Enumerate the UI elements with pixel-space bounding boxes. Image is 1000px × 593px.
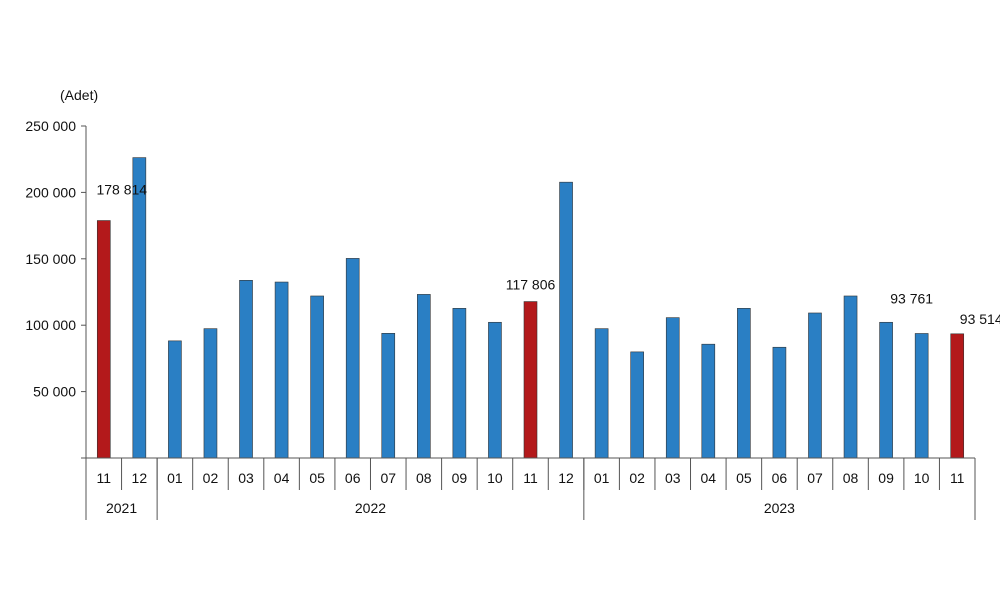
year-label: 2022: [355, 500, 386, 516]
x-axis: 11 12 01 02 03 04 05 06 07 08 09 10 11 12 01 02 03 04 05 06…: [85, 457, 976, 520]
bar: [417, 294, 431, 459]
year-label: 2021: [106, 500, 137, 516]
x-tick-label: 12: [132, 470, 148, 486]
bar: [737, 308, 751, 459]
bar: [630, 351, 644, 459]
data-label: 117 806: [506, 277, 556, 293]
x-tick-label: 10: [914, 470, 930, 486]
bar: [345, 258, 360, 459]
x-tick-label: 02: [629, 470, 645, 486]
y-tick-label: 150 000: [25, 251, 76, 267]
bar: [523, 301, 538, 459]
bar: [274, 281, 289, 459]
x-tick-label: 11: [97, 470, 112, 486]
bar: [310, 295, 324, 459]
bar: [381, 333, 396, 459]
x-tick-label: 03: [238, 470, 254, 486]
bar: [843, 295, 858, 459]
bar: [203, 328, 218, 459]
x-tick-label: 06: [772, 470, 788, 486]
y-axis-label: (Adet): [60, 87, 98, 103]
bar: [772, 346, 787, 459]
y-tick-label: 250 000: [25, 118, 76, 134]
x-tick-label: 01: [167, 470, 183, 486]
bar: [559, 181, 573, 459]
bars: [96, 157, 965, 459]
bar: [239, 280, 253, 459]
x-tick-label: 03: [665, 470, 681, 486]
x-tick-label: 11: [523, 470, 538, 486]
y-axis: 50 000 100 000 150 000 200 000 250 000: [25, 118, 87, 459]
x-tick-label: 06: [345, 470, 361, 486]
bar: [808, 312, 822, 459]
x-tick-label: 09: [878, 470, 894, 486]
x-tick-label: 04: [701, 470, 717, 486]
y-tick-label: 100 000: [25, 317, 76, 333]
bar: [488, 321, 502, 459]
data-label: 178 814: [96, 182, 147, 198]
y-tick-label: 200 000: [25, 184, 76, 200]
data-label: 93 514: [960, 311, 1000, 327]
x-tick-label: 01: [594, 470, 610, 486]
x-tick-label: 11: [950, 470, 965, 486]
bar: [665, 317, 680, 459]
x-tick-label: 10: [487, 470, 503, 486]
bar: [914, 333, 929, 459]
data-label: 93 761: [890, 290, 933, 306]
x-tick-label: 08: [416, 470, 432, 486]
bar: [879, 321, 893, 459]
x-tick-label: 07: [380, 470, 396, 486]
x-tick-label: 08: [843, 470, 859, 486]
bar: [452, 308, 467, 459]
year-label: 2023: [764, 500, 795, 516]
bar: [168, 340, 182, 459]
y-tick-label: 50 000: [33, 384, 76, 400]
x-tick-label: 07: [807, 470, 823, 486]
data-labels: 178 814 117 806 93 761 93 514: [96, 182, 1000, 327]
x-tick-label: 05: [736, 470, 752, 486]
x-tick-label: 12: [558, 470, 574, 486]
bar: [594, 328, 609, 459]
bar: [96, 220, 111, 459]
x-tick-label: 09: [452, 470, 468, 486]
x-tick-label: 05: [309, 470, 325, 486]
bar: [950, 333, 965, 459]
bar: [701, 343, 716, 459]
x-tick-label: 04: [274, 470, 290, 486]
bar: [132, 157, 147, 459]
x-tick-label: 02: [203, 470, 219, 486]
